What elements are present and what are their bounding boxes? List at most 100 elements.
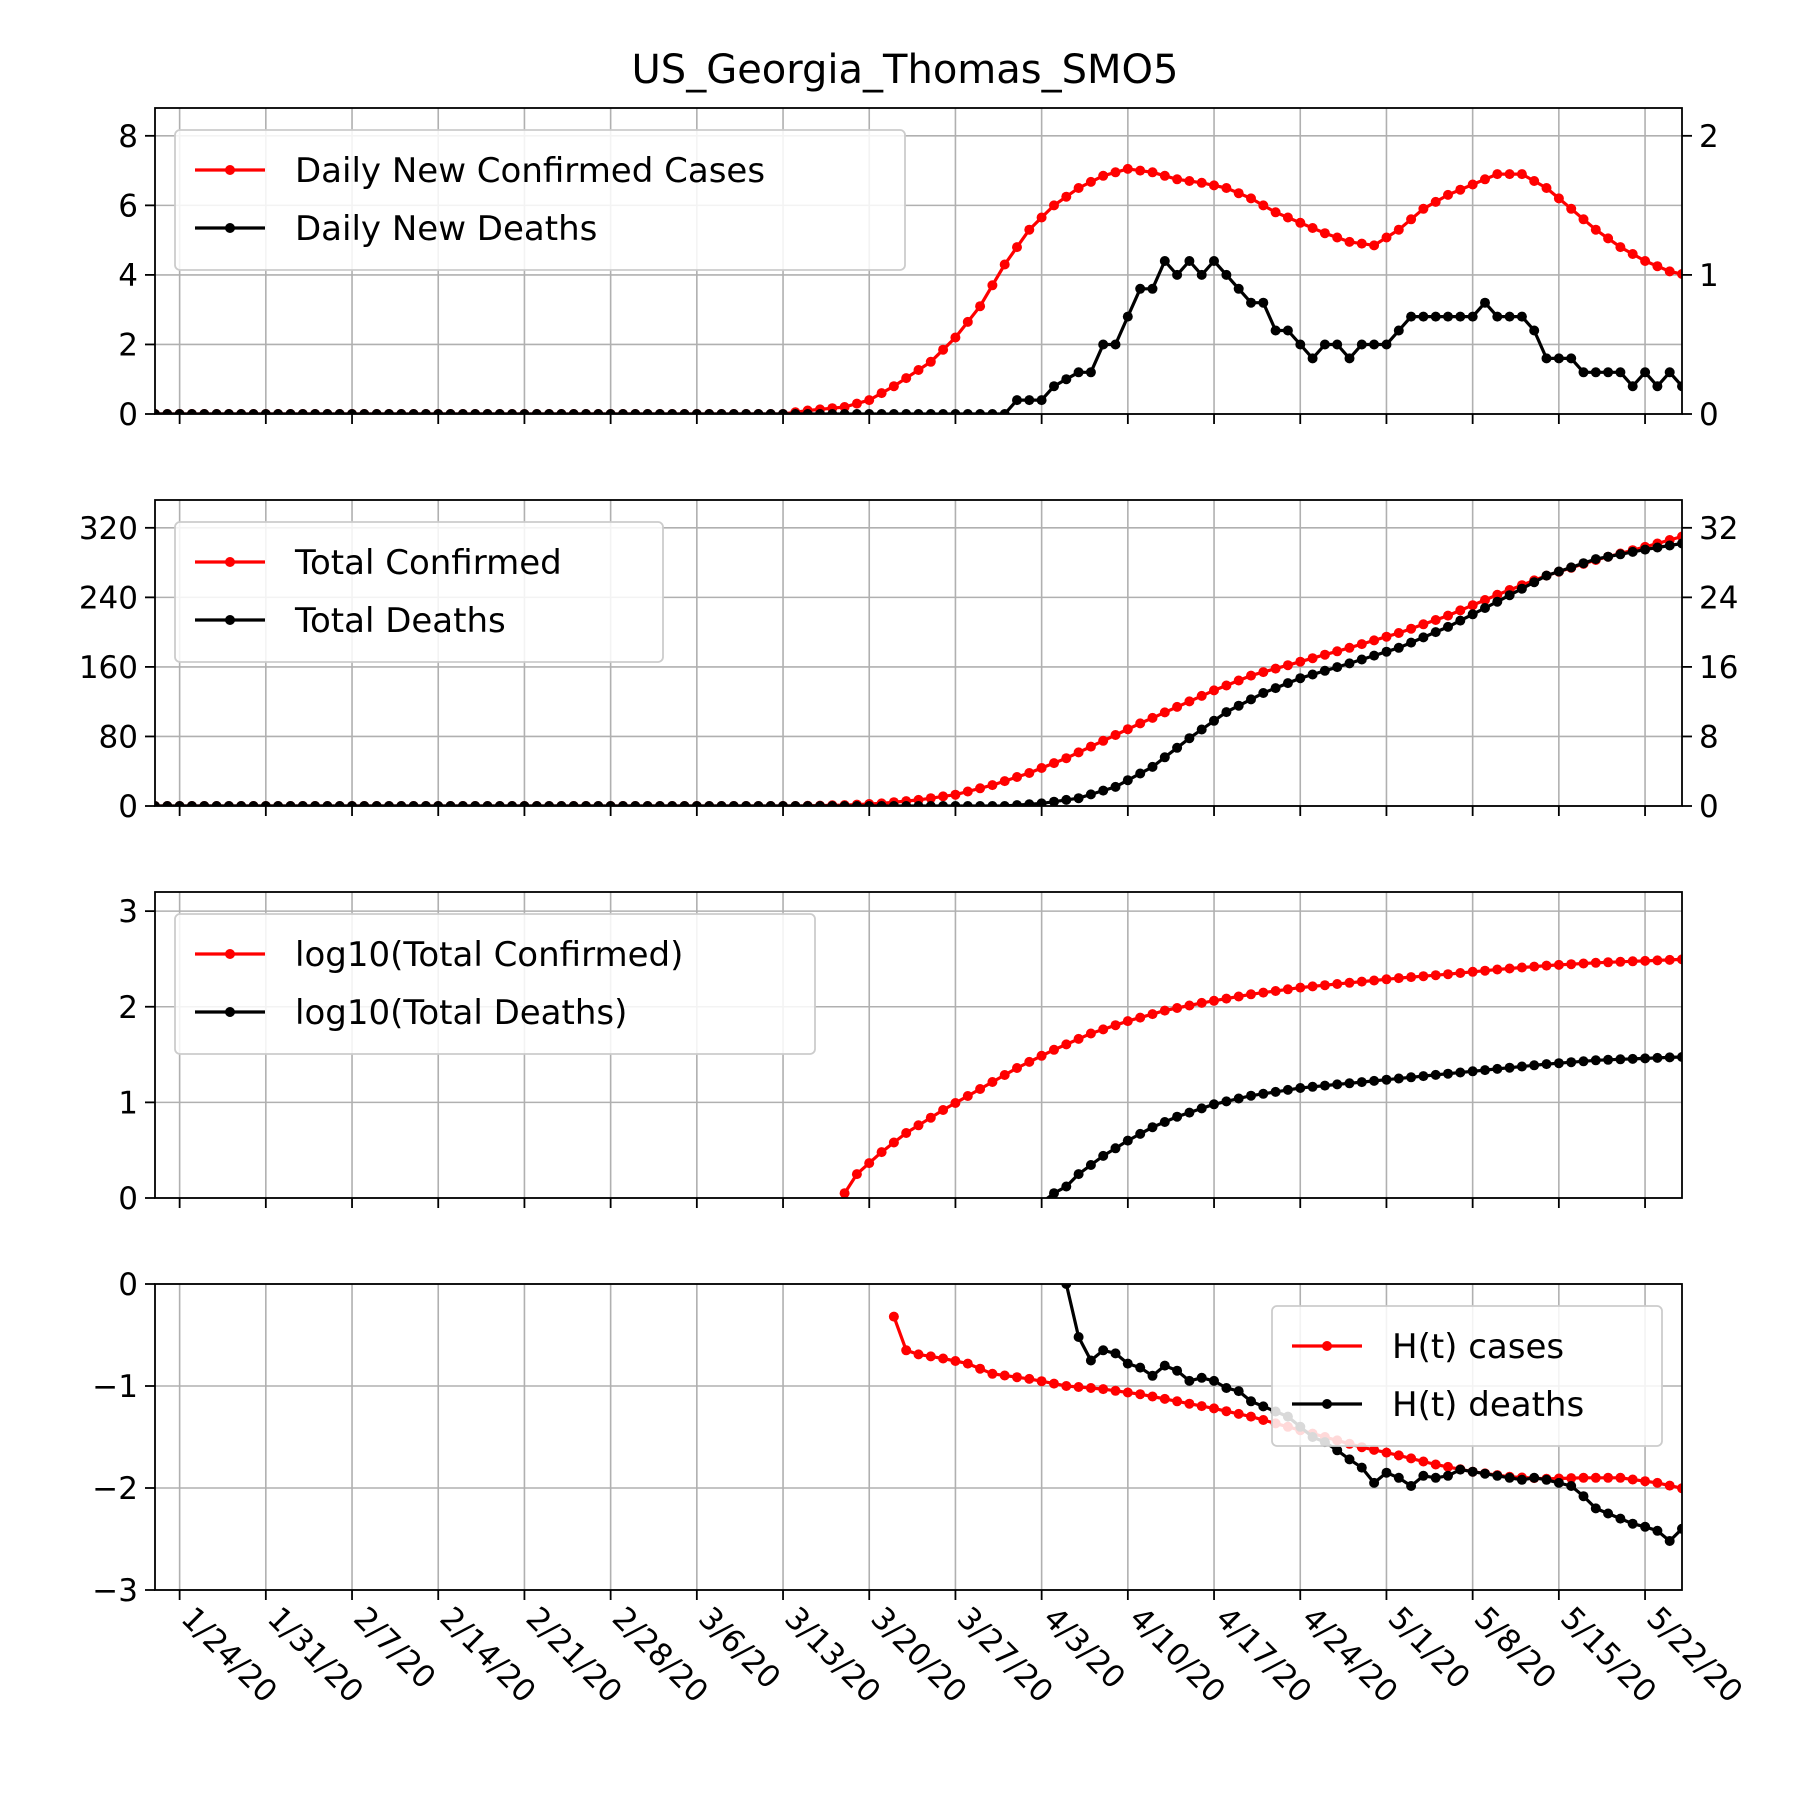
data-point xyxy=(1356,1077,1367,1088)
data-point xyxy=(1061,794,1072,805)
data-point xyxy=(1036,798,1047,806)
data-point xyxy=(1098,170,1109,181)
data-point xyxy=(728,801,739,806)
data-point xyxy=(1356,639,1367,650)
data-point xyxy=(1209,715,1219,726)
panel-4: 0 −1 −2 −3 H(t) cases H(t) deaths xyxy=(92,1267,1736,1609)
data-point xyxy=(1443,1068,1453,1079)
data-point xyxy=(1627,956,1638,967)
data-point xyxy=(433,801,444,806)
data-point xyxy=(1085,367,1096,378)
data-point xyxy=(716,409,727,414)
data-point xyxy=(1381,1074,1392,1085)
data-point xyxy=(1689,1052,1699,1062)
data-point xyxy=(1443,610,1453,621)
data-point xyxy=(1406,1481,1417,1491)
data-point xyxy=(1726,273,1736,283)
data-point xyxy=(1098,1150,1109,1161)
data-point xyxy=(987,1077,998,1087)
y-right-tick-label: 16 xyxy=(1699,650,1738,686)
data-point xyxy=(1553,1058,1564,1069)
data-point xyxy=(925,793,936,804)
data-point xyxy=(1122,1387,1133,1398)
y-tick-label: 0 xyxy=(118,1267,138,1303)
data-point xyxy=(901,409,912,414)
data-point xyxy=(1578,558,1589,569)
data-point xyxy=(901,801,912,806)
legend: Total Confirmed Total Deaths xyxy=(174,521,664,663)
data-point xyxy=(962,1091,973,1101)
data-point xyxy=(531,409,542,414)
data-point xyxy=(605,801,616,806)
data-point xyxy=(544,801,555,806)
legend-box xyxy=(1271,1305,1663,1447)
data-point xyxy=(1652,1052,1663,1063)
data-point xyxy=(1036,395,1047,406)
data-point xyxy=(1221,680,1232,691)
data-point xyxy=(1233,1093,1244,1104)
data-point xyxy=(1640,1521,1651,1532)
data-point xyxy=(1073,183,1084,193)
data-point xyxy=(1332,646,1343,657)
data-point xyxy=(1282,1084,1293,1095)
series-line xyxy=(155,167,1682,414)
data-point xyxy=(1221,1096,1232,1107)
data-point xyxy=(913,409,924,414)
data-point xyxy=(691,409,702,414)
data-point xyxy=(1344,1078,1355,1089)
data-point xyxy=(913,365,924,375)
data-point xyxy=(1196,1401,1207,1412)
data-point xyxy=(1615,242,1626,253)
data-point xyxy=(1689,954,1699,964)
series-line xyxy=(1045,1055,1682,1198)
data-point xyxy=(1739,273,1749,283)
data-point xyxy=(1233,1408,1244,1419)
data-point xyxy=(851,801,862,806)
data-point xyxy=(1319,980,1330,991)
x-tick-label: 5/22/20 xyxy=(1639,1600,1749,1710)
data-point xyxy=(691,801,702,806)
data-point xyxy=(654,801,665,806)
data-point xyxy=(1393,1073,1404,1084)
y-right-tick-label: 0 xyxy=(1699,789,1719,825)
data-point xyxy=(1332,1445,1343,1456)
axes-frame xyxy=(154,499,1683,807)
data-point xyxy=(568,801,579,806)
data-point xyxy=(1516,311,1527,322)
data-point xyxy=(1098,735,1109,746)
data-point xyxy=(1443,621,1453,632)
data-point xyxy=(1393,325,1404,336)
data-point xyxy=(1196,1103,1207,1114)
data-point xyxy=(1172,742,1183,753)
y-tick-label: 240 xyxy=(79,580,138,616)
data-point xyxy=(1640,367,1651,378)
data-point xyxy=(1356,976,1367,987)
data-point xyxy=(1726,1495,1736,1505)
data-point xyxy=(1098,1024,1109,1035)
data-point xyxy=(1739,523,1749,533)
data-point xyxy=(1480,595,1490,605)
data-point xyxy=(1295,217,1306,228)
data-point xyxy=(1689,272,1699,282)
data-point xyxy=(987,1368,998,1379)
data-point xyxy=(260,801,271,806)
data-point xyxy=(1036,763,1047,773)
data-point xyxy=(1664,367,1675,378)
data-point xyxy=(1578,1056,1589,1067)
data-point xyxy=(1541,353,1552,364)
data-point xyxy=(1184,176,1195,186)
data-point xyxy=(925,409,936,414)
data-point xyxy=(1184,1107,1195,1118)
data-point xyxy=(851,409,862,414)
x-tick-label: 4/17/20 xyxy=(1208,1600,1318,1710)
data-point xyxy=(938,1353,949,1364)
data-point xyxy=(802,409,813,414)
data-point xyxy=(1578,1491,1589,1502)
data-point xyxy=(1652,1525,1663,1536)
y-tick-label: 4 xyxy=(118,258,138,294)
data-point xyxy=(1110,1385,1121,1396)
data-point xyxy=(1295,673,1306,684)
x-tick-label: 4/24/20 xyxy=(1295,1600,1405,1710)
data-point xyxy=(1566,353,1577,364)
